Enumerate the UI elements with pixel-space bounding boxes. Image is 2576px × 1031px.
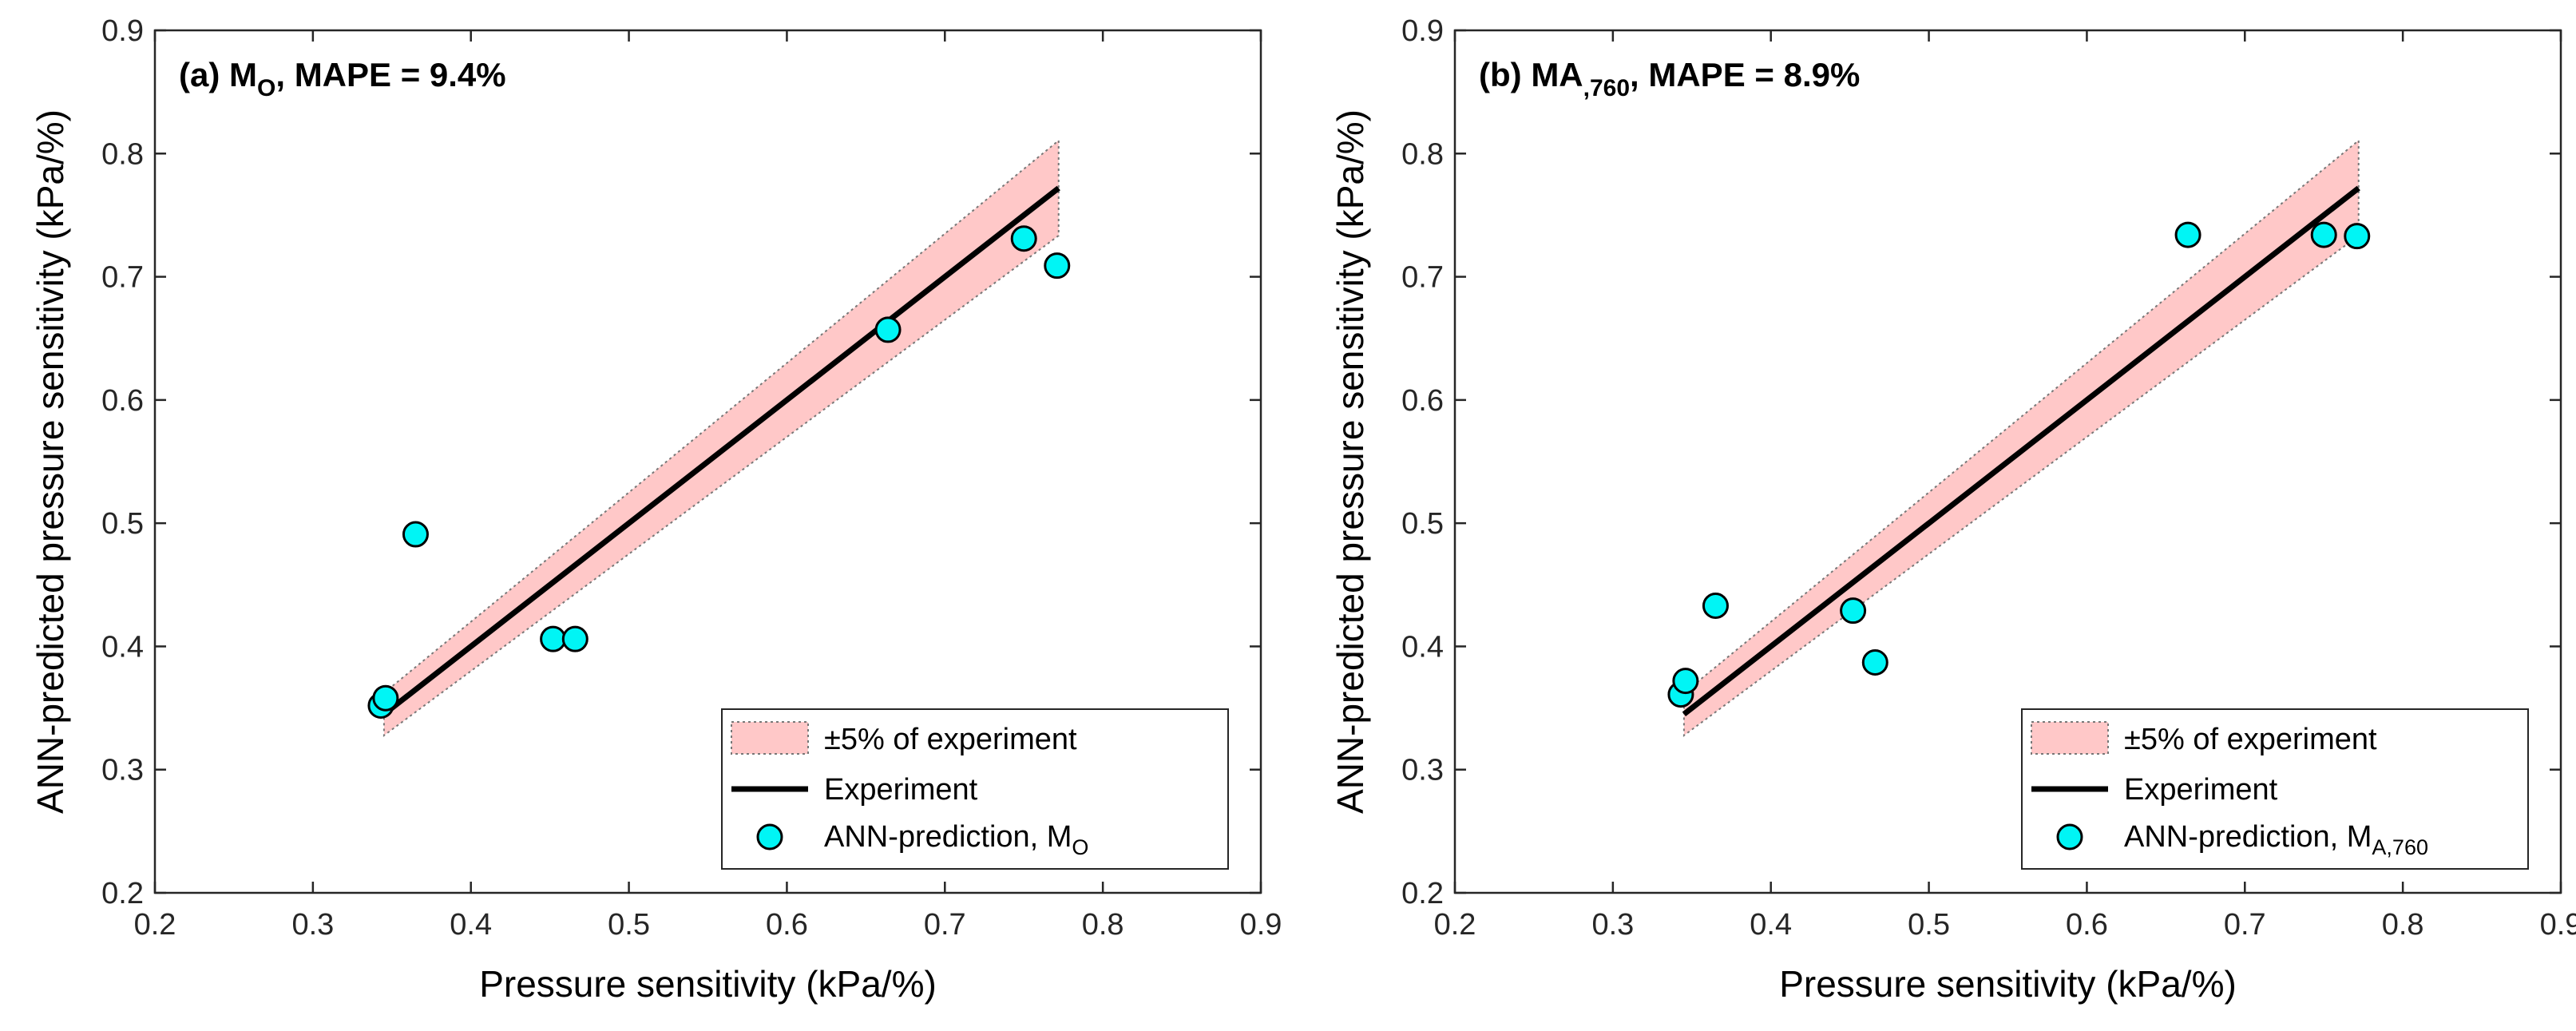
data-point	[874, 316, 902, 343]
y-ticks-b: 0.2 0.3 0.4 0.5 0.6 0.7 0.8 0.9	[1401, 14, 2561, 910]
y-tick-label: 0.7	[101, 261, 144, 295]
data-point	[1861, 648, 1888, 676]
legend-band-swatch-b	[2031, 721, 2109, 755]
y-tick-label: 0.6	[1401, 384, 1444, 418]
data-point	[561, 625, 589, 652]
plot-area-b	[1667, 138, 2371, 737]
legend-line-label-a: Experiment	[824, 773, 978, 807]
legend-points-main-b: ANN-prediction, M	[2124, 820, 2372, 854]
title-variable-b: MA	[1531, 56, 1583, 93]
x-tick-label: 0.9	[2540, 908, 2576, 942]
y-tick-label: 0.6	[101, 384, 144, 418]
x-tick-label: 0.4	[450, 908, 492, 942]
data-point	[1672, 668, 1699, 695]
x-tick-label: 0.7	[2224, 908, 2266, 942]
x-tick-label: 0.8	[2382, 908, 2424, 942]
panel-label-b: (b)	[1479, 56, 1522, 93]
y-tick-label: 0.4	[1401, 630, 1444, 664]
legend-band-label-b: ±5% of experiment	[2124, 723, 2377, 756]
y-tick-label: 0.3	[101, 754, 144, 787]
x-tick-label: 0.9	[1240, 908, 1282, 942]
x-tick-label: 0.4	[1750, 908, 1792, 942]
legend-b: ±5% of experiment Experiment ANN-predict…	[2021, 708, 2529, 870]
y-tick-label: 0.8	[101, 137, 144, 171]
x-tick-label: 0.2	[1434, 908, 1476, 942]
data-point	[402, 521, 429, 548]
y-axis-label-a: ANN-predicted pressure sensitivity (kPa/…	[30, 109, 71, 814]
x-tick-label: 0.8	[1082, 908, 1124, 942]
title-subscript-a: O	[257, 75, 275, 101]
x-ticks-b: 0.2 0.3 0.4 0.5 0.6 0.7 0.8 0.9	[1434, 30, 2576, 942]
data-point	[540, 625, 567, 652]
x-tick-label: 0.6	[2066, 908, 2108, 942]
experiment-line	[382, 185, 1060, 717]
legend-points-label-a: ANN-prediction, MO	[824, 820, 1088, 859]
chart-title-a: (a) MO, MAPE = 9.4%	[179, 56, 506, 101]
legend-a: ±5% of experiment Experiment ANN-predict…	[721, 708, 1229, 870]
title-variable-a: M	[229, 56, 257, 93]
y-tick-label: 0.9	[101, 14, 144, 48]
x-tick-label: 0.3	[291, 908, 334, 942]
panel-a: 0.2 0.3 0.4 0.5 0.6 0.7 0.8 0.9 0.2 0.3 0.4 0.5 0.6…	[30, 14, 1282, 1005]
x-tick-label: 0.6	[766, 908, 808, 942]
data-point	[2174, 221, 2201, 248]
data-point	[1010, 225, 1037, 252]
error-band	[382, 138, 1060, 737]
y-tick-label: 0.5	[1401, 507, 1444, 541]
y-tick-label: 0.3	[1401, 754, 1444, 787]
y-ticks-a: 0.2 0.3 0.4 0.5 0.6 0.7 0.8 0.9	[101, 14, 1261, 910]
experiment-line	[1682, 185, 2360, 717]
panel-b: 0.2 0.3 0.4 0.5 0.6 0.7 0.8 0.9 0.2 0.3 0.4 0.5 0.6…	[1330, 14, 2576, 1005]
data-point	[1044, 252, 1071, 280]
x-tick-label: 0.5	[1908, 908, 1950, 942]
data-point	[372, 684, 399, 712]
y-tick-label: 0.4	[101, 630, 144, 664]
legend-points-label-b: ANN-prediction, MA,760	[2124, 820, 2428, 859]
legend-points-subscript-a: O	[1072, 835, 1088, 859]
x-axis-label-a: Pressure sensitivity (kPa/%)	[479, 963, 937, 1005]
x-tick-label: 0.7	[924, 908, 966, 942]
legend-point-swatch-b	[2056, 823, 2083, 851]
y-tick-label: 0.5	[101, 507, 144, 541]
title-mape-b: , MAPE = 8.9%	[1630, 56, 1860, 93]
legend-points-subscript-b: A,760	[2372, 835, 2428, 859]
data-point	[1702, 593, 1729, 620]
legend-band-swatch-a	[731, 721, 809, 755]
y-tick-label: 0.9	[1401, 14, 1444, 48]
y-tick-label: 0.2	[1401, 877, 1444, 910]
legend-point-swatch-a	[756, 823, 783, 851]
x-tick-label: 0.3	[1591, 908, 1634, 942]
error-band	[1682, 138, 2360, 737]
title-subscript-b: ,760	[1583, 75, 1630, 101]
axes-frame-a	[153, 29, 1262, 894]
title-mape-a: , MAPE = 9.4%	[275, 56, 505, 93]
chart-title-b: (b) MA,760, MAPE = 8.9%	[1479, 56, 1860, 101]
x-axis-label-b: Pressure sensitivity (kPa/%)	[1779, 963, 2237, 1005]
x-tick-label: 0.5	[608, 908, 650, 942]
panel-label-a: (a)	[179, 56, 220, 93]
legend-points-main-a: ANN-prediction, M	[824, 820, 1072, 854]
legend-band-label-a: ±5% of experiment	[824, 723, 1077, 756]
plot-area-a	[367, 138, 1071, 737]
legend-line-label-b: Experiment	[2124, 773, 2278, 807]
axes-frame-b	[1453, 29, 2562, 894]
y-tick-label: 0.2	[101, 877, 144, 910]
x-ticks-a: 0.2 0.3 0.4 0.5 0.6 0.7 0.8 0.9	[134, 30, 1282, 942]
y-axis-label-b: ANN-predicted pressure sensitivity (kPa/…	[1330, 109, 1371, 814]
data-point	[2310, 221, 2337, 248]
data-point	[2344, 223, 2371, 250]
data-point	[1840, 597, 1867, 625]
y-tick-label: 0.7	[1401, 261, 1444, 295]
y-tick-label: 0.8	[1401, 137, 1444, 171]
x-tick-label: 0.2	[134, 908, 176, 942]
